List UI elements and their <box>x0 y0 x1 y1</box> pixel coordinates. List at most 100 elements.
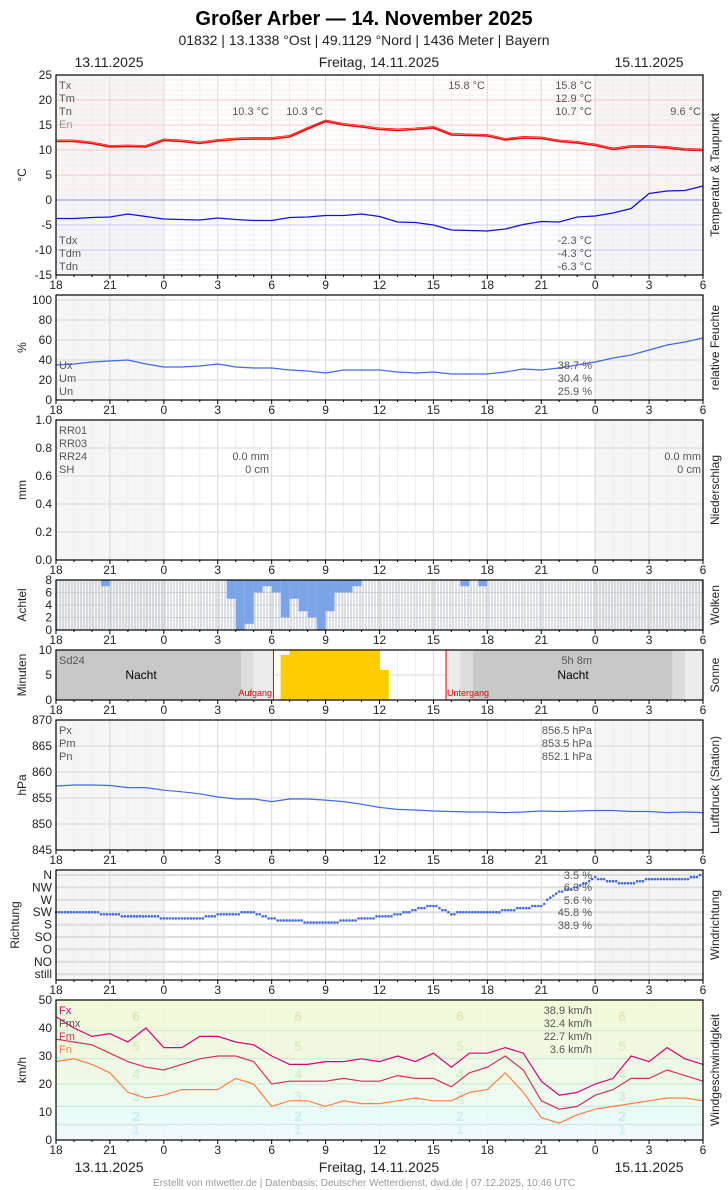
x-tick-label: 6 <box>700 1143 707 1157</box>
stat-fx: 38.9 km/h <box>544 1005 592 1017</box>
beaufort-label: 5 <box>456 1038 464 1054</box>
y-tick-label: 20 <box>39 373 53 387</box>
stat-px: 856.5 hPa <box>542 725 593 737</box>
y-axis-unit: °C <box>15 168 29 182</box>
x-tick-label: 21 <box>103 1143 117 1157</box>
panel-label: Sonne <box>708 657 722 692</box>
sunshine-bar <box>334 650 344 700</box>
beaufort-label: 6 <box>456 1008 464 1024</box>
stat-rr24-day1: 0.0 mm <box>232 451 269 463</box>
y-tick-label: 15 <box>39 118 53 132</box>
beaufort-label: 2 <box>132 1108 140 1124</box>
page-title: Großer Arber — 14. November 2025 <box>195 8 532 30</box>
wind-direction-point <box>111 912 115 916</box>
date-right: 15.11.2025 <box>614 54 683 70</box>
footer-credit: Erstellt von mtwetter.de | Datenbasis: D… <box>153 1178 575 1189</box>
wind-direction-point <box>557 890 561 893</box>
wind-direction-point <box>312 921 315 924</box>
x-tick-label: 0 <box>592 853 599 867</box>
x-tick-label: 21 <box>535 703 549 717</box>
wind-direction-point <box>390 915 393 918</box>
x-tick-label: 21 <box>535 1143 549 1157</box>
wind-direction-point <box>524 906 528 910</box>
dewpoint-line <box>56 185 704 232</box>
x-tick-label: 9 <box>322 853 329 867</box>
x-tick-label: 18 <box>481 403 495 417</box>
wind-direction-point <box>282 919 285 922</box>
stat-pn: 852.1 hPa <box>542 751 593 763</box>
x-tick-label: 12 <box>373 278 387 292</box>
y-tick-label: 50 <box>39 993 53 1007</box>
x-tick-label: 12 <box>373 633 387 647</box>
wind-direction-point <box>465 910 468 914</box>
wind-direction-point <box>162 917 166 920</box>
wind-direction-point <box>303 921 306 924</box>
plot-frame <box>55 74 704 276</box>
x-tick-label: 15 <box>427 633 441 647</box>
clear-sky-bar <box>244 580 254 624</box>
x-tick-label: 18 <box>481 633 495 647</box>
y-tick-label: 0.8 <box>35 441 52 455</box>
y-tick-label: 0 <box>45 193 52 207</box>
sunshine-bar <box>289 650 299 700</box>
y-axis-unit: mm <box>15 480 29 500</box>
date-center: Freitag, 14.11.2025 <box>319 54 440 70</box>
wind-direction-point <box>587 879 591 883</box>
x-tick-label: 9 <box>322 633 329 647</box>
wind-direction-point <box>270 917 273 920</box>
temperature-legend: Tx Tm Tn En 15.8 °C 15.8 °C 12.9 °C 10.7… <box>59 80 701 273</box>
x-tick-label: 9 <box>322 403 329 417</box>
wind-direction-point <box>483 910 486 914</box>
clear-sky-bar <box>280 580 290 618</box>
direction-label: SW <box>33 905 53 919</box>
wind-direction-point <box>345 919 348 922</box>
x-tick-label: 12 <box>373 703 387 717</box>
y-tick-label: 5 <box>45 668 52 682</box>
x-tick-label: 9 <box>322 703 329 717</box>
y-tick-label: 30 <box>39 1049 53 1063</box>
twilight-shade <box>460 650 473 700</box>
wind-direction-point <box>255 912 258 916</box>
direction-label: still <box>35 967 52 981</box>
stat-ux: 38.7 % <box>558 360 592 372</box>
precipitation-legend: RR01 RR03 RR24 SH 0.0 mm 0 cm 0.0 mm 0 c… <box>59 425 701 476</box>
y-tick-label: 10 <box>39 1105 53 1119</box>
wind-direction-point <box>126 915 130 918</box>
x-tick-label: 6 <box>268 983 275 997</box>
wind-min-line <box>55 1058 704 1124</box>
x-tick-label: 15 <box>427 1143 441 1157</box>
wind-direction-point <box>108 912 112 916</box>
wind-direction-point <box>90 910 94 914</box>
wind-direction-point <box>402 910 405 914</box>
wind-direction-point <box>63 910 67 914</box>
legend-fm: Fm <box>59 1031 75 1043</box>
wind-direction-point <box>623 881 627 885</box>
temperature-line <box>56 120 704 152</box>
x-tick-label: 18 <box>49 703 63 717</box>
wind-direction-point <box>677 877 681 881</box>
x-tick-label: 0 <box>160 1143 167 1157</box>
x-tick-label: 18 <box>481 278 495 292</box>
x-tick-label: 3 <box>214 633 221 647</box>
wind-direction-point <box>596 877 600 881</box>
clear-sky-bar <box>352 580 362 587</box>
wind-direction-point <box>504 908 507 912</box>
wind-direction-point <box>267 917 270 920</box>
stat-tdn: -6.3 °C <box>558 261 592 273</box>
x-tick-label: 3 <box>646 1143 653 1157</box>
legend-tn: Tn <box>59 106 72 118</box>
clear-sky-bar <box>253 580 263 593</box>
wind-direction-point <box>354 919 357 922</box>
x-tick-label: 12 <box>373 983 387 997</box>
plot-frame <box>55 719 704 851</box>
wind-direction-point <box>171 917 175 920</box>
x-tick-label: 6 <box>268 703 275 717</box>
wind-direction-point <box>300 919 303 922</box>
x-tick-label: 21 <box>535 278 549 292</box>
wind-direction-point <box>518 906 522 910</box>
x-tick-label: 12 <box>373 403 387 417</box>
y-tick-label: 0 <box>45 693 52 707</box>
legend-fmx: Fmx <box>59 1018 81 1030</box>
wind-direction-point <box>306 921 309 924</box>
wind-direction-point <box>159 917 163 920</box>
